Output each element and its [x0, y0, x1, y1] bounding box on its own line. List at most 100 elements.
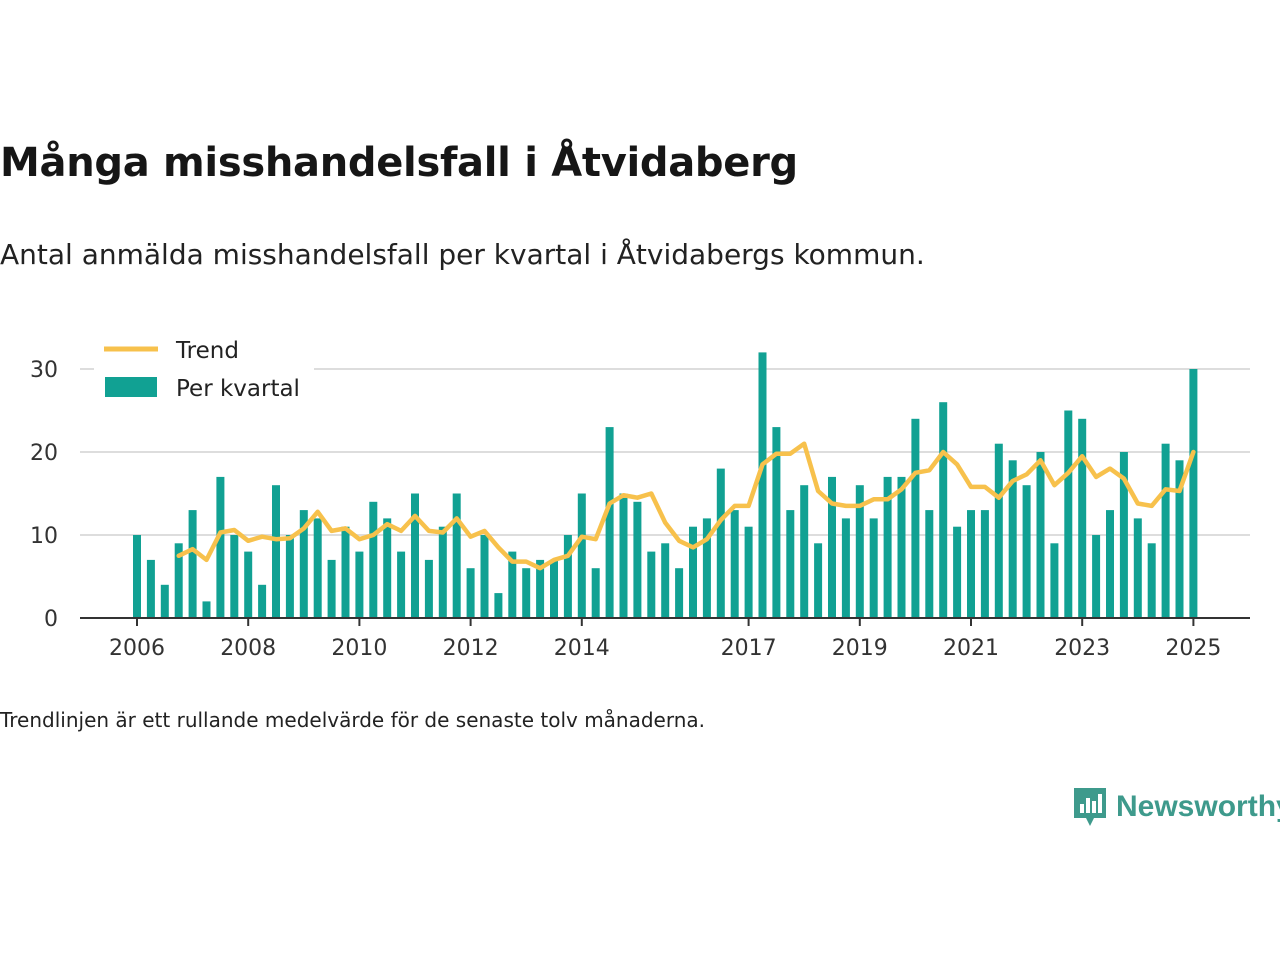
bar [383, 518, 392, 618]
x-axis-ticks: 2006 2008 2010 2012 2014 2017 2019 2021 2023 2025 [109, 618, 1221, 661]
bar [1036, 452, 1045, 618]
bar [1092, 535, 1101, 618]
bar [814, 543, 823, 618]
bar [758, 352, 767, 618]
bar [1050, 543, 1059, 618]
bar [202, 601, 211, 618]
x-tick-label: 2006 [109, 636, 165, 661]
x-tick-label: 2014 [554, 636, 610, 661]
bar [841, 518, 850, 618]
bar [216, 476, 225, 618]
bar [1133, 518, 1142, 618]
bar [577, 493, 586, 618]
bar [800, 485, 809, 618]
bar [1064, 410, 1073, 618]
newsworthy-logo-icon [1074, 788, 1106, 826]
legend-bar-label: Per kvartal [176, 376, 300, 402]
bar [1147, 543, 1156, 618]
legend-bar-swatch [105, 377, 157, 397]
trend-series [176, 441, 1196, 571]
bar [244, 551, 253, 618]
bar [883, 476, 892, 618]
bar [146, 559, 155, 618]
bar [591, 568, 600, 618]
bar [730, 510, 739, 618]
bar [1078, 418, 1087, 618]
bar [285, 535, 294, 618]
bar [953, 526, 962, 618]
bar [716, 468, 725, 618]
bar [1161, 443, 1170, 618]
x-tick-label: 2010 [331, 636, 387, 661]
x-tick-label: 2017 [721, 636, 777, 661]
legend: Trend Per kvartal [94, 332, 314, 414]
bar [786, 510, 795, 618]
x-tick-label: 2023 [1054, 636, 1110, 661]
y-tick-label: 20 [30, 441, 58, 466]
bar [1119, 452, 1128, 618]
bar [522, 568, 531, 618]
y-tick-label: 0 [44, 607, 58, 632]
bar [605, 427, 614, 618]
bar [1189, 369, 1198, 618]
bar [327, 559, 336, 618]
bar [160, 584, 169, 618]
bar [869, 518, 878, 618]
bar [174, 543, 183, 618]
bar [438, 526, 447, 618]
bar [230, 535, 239, 618]
brand-logo: Newsworthy [1072, 786, 1280, 828]
bar [272, 485, 280, 618]
legend-background [94, 332, 314, 414]
bar [939, 402, 948, 618]
bar [772, 427, 781, 618]
bar [702, 518, 711, 618]
bar [536, 559, 545, 618]
trend-line [176, 441, 1196, 571]
bar [424, 559, 433, 618]
chart-area: 0 10 20 30 2006 2008 2010 2012 2014 2017 2019 2021… [30, 332, 1250, 661]
bar [647, 551, 656, 618]
bar [689, 526, 697, 618]
x-tick-label: 2008 [220, 636, 276, 661]
bar [633, 501, 642, 618]
y-tick-label: 30 [30, 358, 58, 383]
y-tick-label: 10 [30, 524, 58, 549]
bar [369, 501, 378, 618]
y-axis-ticks: 0 10 20 30 [30, 358, 58, 632]
bar [1106, 510, 1114, 618]
bar [452, 493, 461, 618]
x-tick-label: 2021 [943, 636, 999, 661]
bar [980, 510, 989, 618]
bar [675, 568, 684, 618]
brand-name: Newsworthy [1116, 790, 1280, 823]
x-tick-label: 2025 [1165, 636, 1221, 661]
chart-title: Många misshandelsfall i Åtvidaberg [0, 140, 798, 186]
x-tick-label: 2012 [443, 636, 499, 661]
bar-series [133, 352, 1198, 618]
footnote: Trendlinjen är ett rullande medelvärde f… [0, 708, 706, 732]
bar [1022, 485, 1031, 618]
bar [1008, 460, 1017, 618]
bar [397, 551, 406, 618]
bar [508, 551, 517, 618]
bar [967, 510, 975, 618]
bar [258, 584, 267, 618]
bar [897, 476, 906, 618]
bar [550, 559, 558, 618]
bar [925, 510, 934, 618]
bar [911, 418, 920, 618]
bar [480, 535, 489, 618]
bar [661, 543, 670, 618]
bar [411, 493, 419, 618]
bar [341, 526, 350, 618]
x-tick-label: 2019 [832, 636, 888, 661]
bar [355, 551, 364, 618]
bar [828, 476, 836, 618]
bar [619, 493, 628, 618]
bar [994, 443, 1003, 618]
bar [188, 510, 197, 618]
bar [313, 518, 322, 618]
bar [133, 535, 141, 618]
bar [466, 568, 475, 618]
